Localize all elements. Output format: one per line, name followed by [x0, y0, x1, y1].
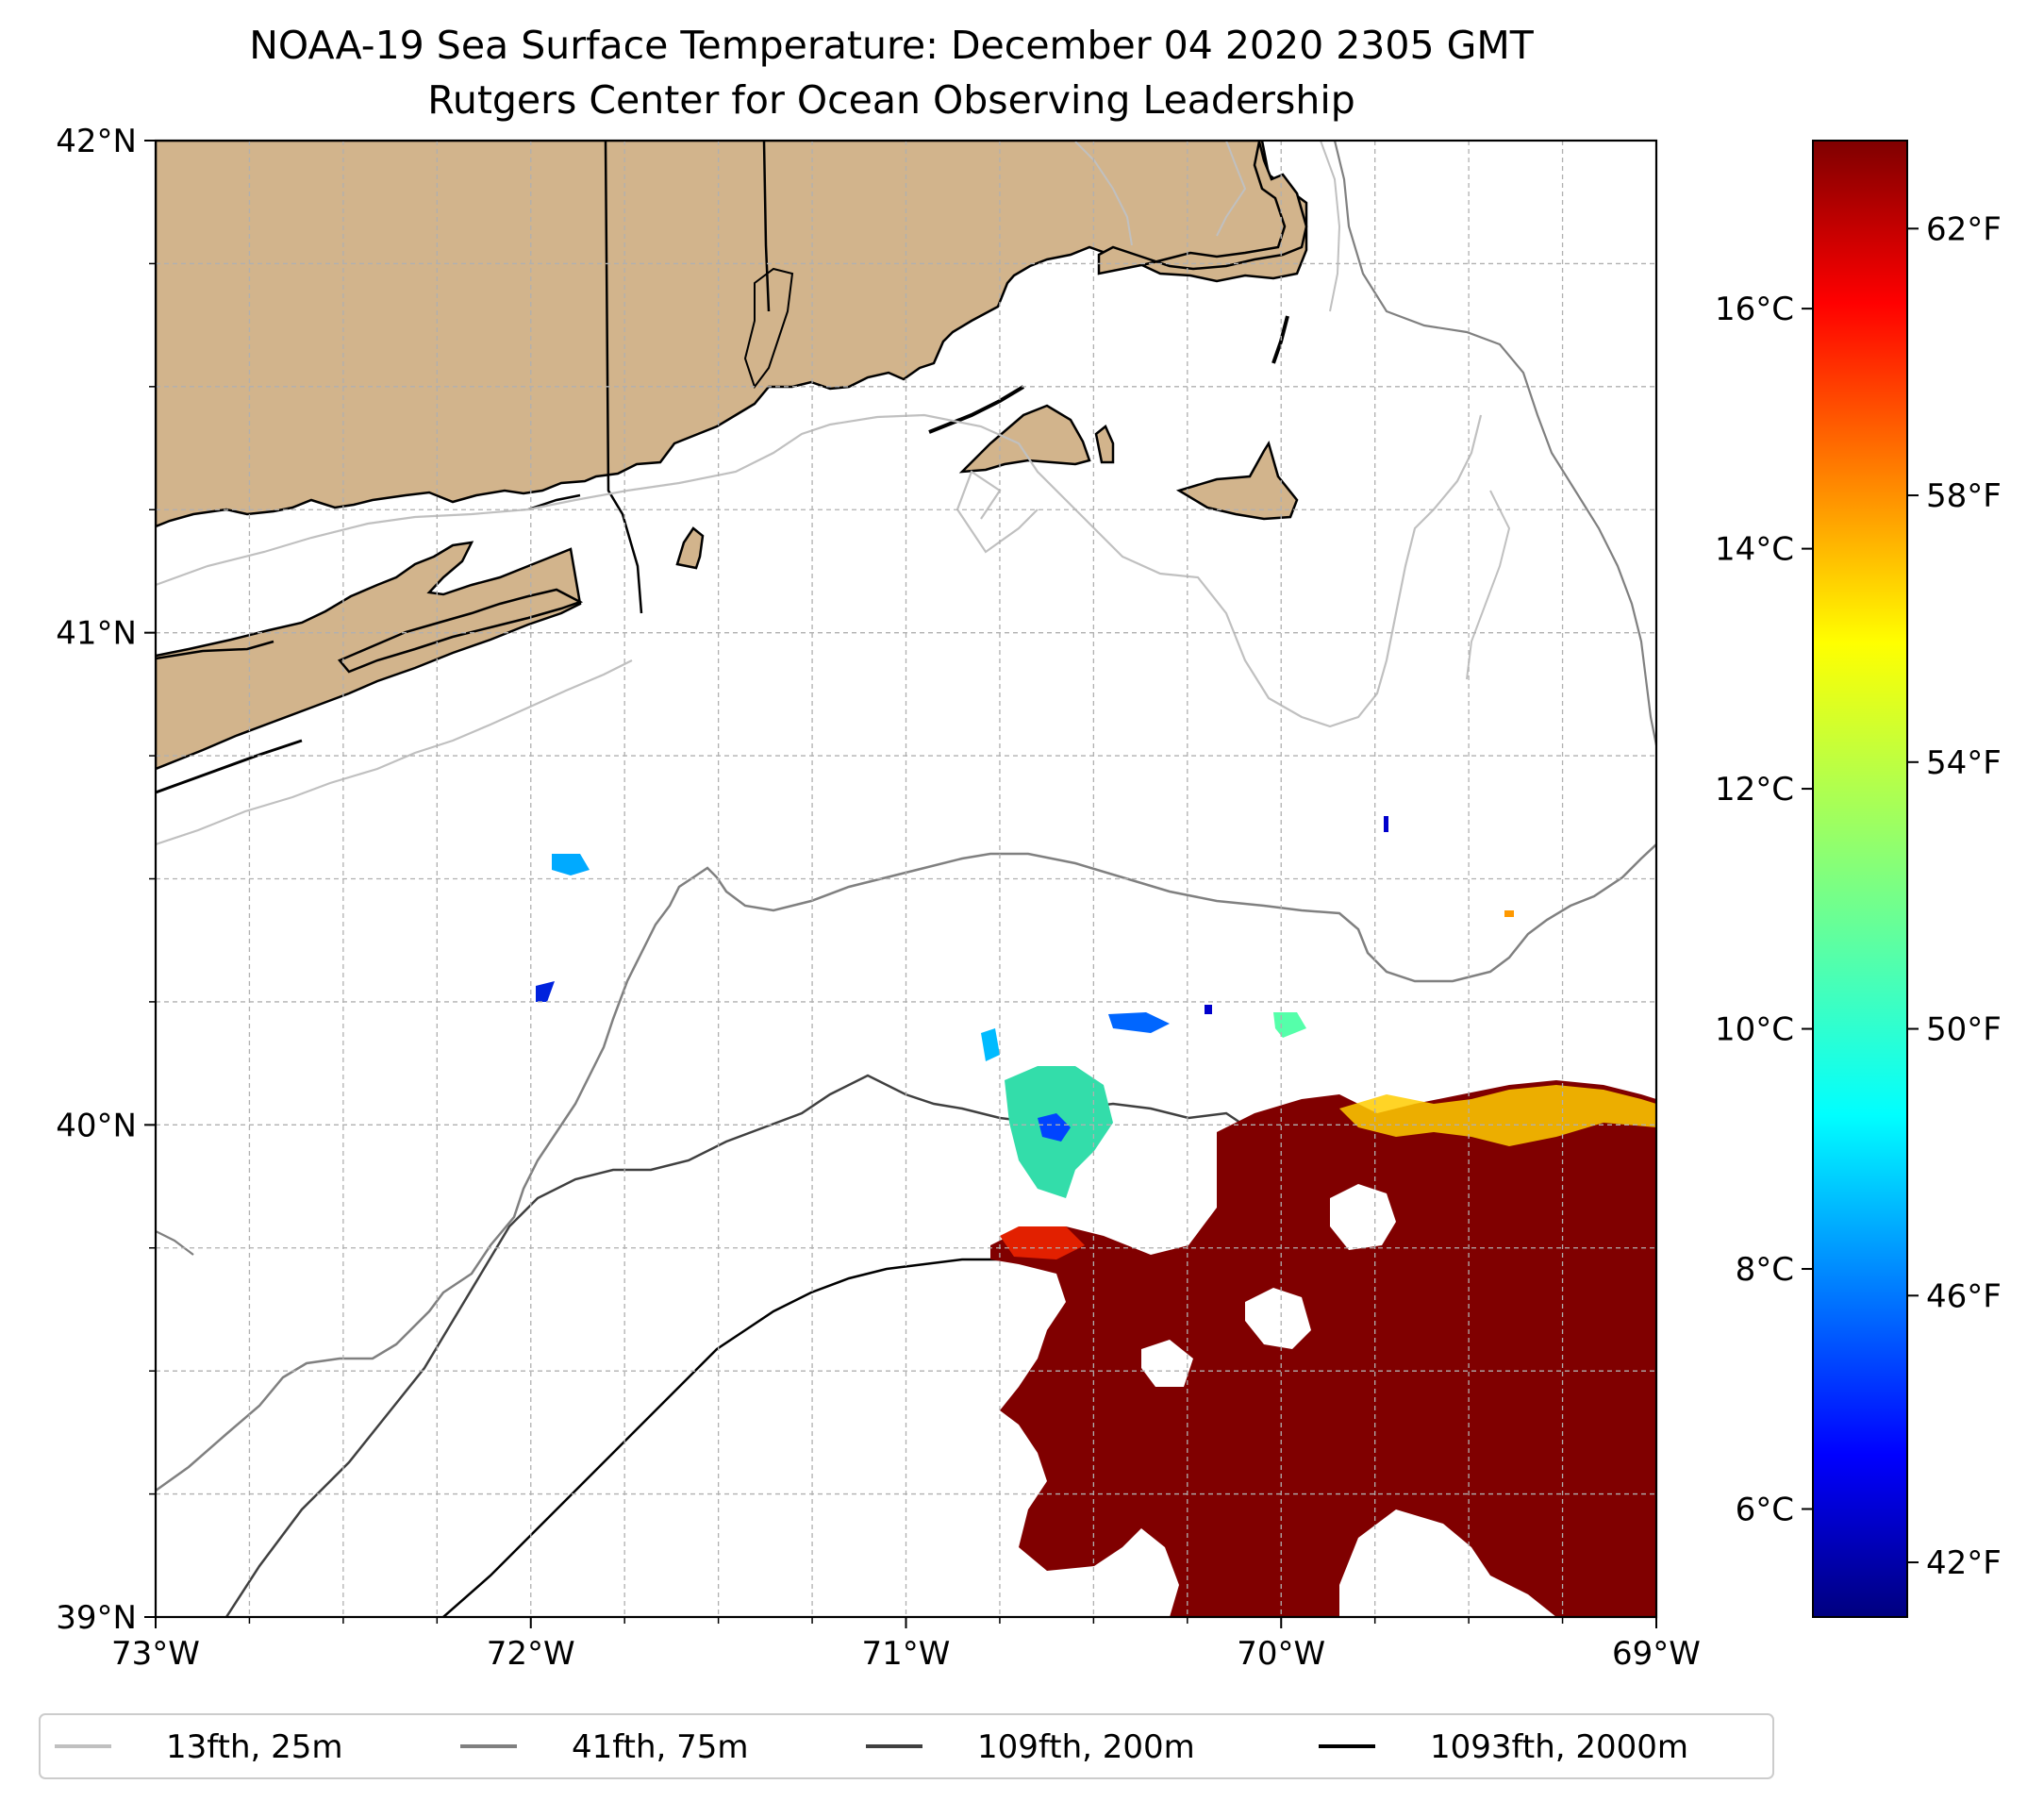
land-fisher-island [527, 493, 581, 511]
land-state-border-1 [604, 141, 643, 614]
sst-patch-2 [536, 981, 555, 1002]
sst-patch-main [990, 1080, 1656, 1617]
isobath-25m-b [156, 659, 633, 846]
sst-patch-red-1 [1000, 1226, 1085, 1259]
isobath-25m-f [1320, 141, 1341, 312]
colorbar-label-f: 42°F [1926, 1544, 2002, 1582]
isobath-25m-g [1466, 490, 1511, 680]
tick-label-lon: 71°W [862, 1635, 951, 1673]
colorbar-label-f: 54°F [1926, 744, 2002, 782]
sst-patch-yellow-1 [1339, 1085, 1656, 1146]
colorbar-label-c: 8°C [1736, 1251, 1794, 1289]
sst-patch-6 [1384, 816, 1388, 832]
colorbar-label-f: 62°F [1926, 210, 2002, 248]
sst-patch-8 [1205, 1005, 1212, 1014]
land-state-border-2 [762, 141, 771, 312]
sst-hole-3 [1141, 1340, 1193, 1387]
colorbar-label-f: 46°F [1926, 1277, 2002, 1315]
colorbar: 6°C 8°C 10°C 12°C 14°C 16°C 42°F 46°F 50°F 54°F 58… [1715, 140, 2002, 1618]
colorbar-label-f: 50°F [1926, 1011, 2002, 1049]
sst-patch-1 [552, 854, 590, 875]
figure-title: NOAA-19 Sea Surface Temperature: Decembe… [249, 23, 1534, 68]
colorbar-gradient [1813, 141, 1907, 1617]
isobath-25m-d [1074, 141, 1133, 246]
land-block-island [675, 526, 705, 570]
tick-label-lat: 41°N [56, 615, 137, 653]
legend-label: 13fth, 25m [166, 1728, 343, 1766]
sst-patch-south [1207, 1594, 1330, 1617]
figure-subtitle: Rutgers Center for Ocean Observing Leade… [427, 77, 1355, 123]
land-long-island-north-fork [337, 588, 584, 674]
tick-label-lat: 42°N [56, 123, 137, 160]
sst-patch-7 [1504, 910, 1514, 917]
tick-label-lon: 70°W [1237, 1635, 1325, 1673]
tick-label-lon: 69°W [1612, 1635, 1701, 1673]
sst-patch-cool-1-core [1038, 1113, 1071, 1142]
colorbar-label-c: 12°C [1715, 771, 1794, 809]
legend-label: 109fth, 200m [977, 1728, 1195, 1766]
isobath-25m [156, 413, 1483, 728]
tick-label-lat: 40°N [56, 1107, 137, 1144]
colorbar-frame [1812, 140, 1908, 1618]
land-nantucket [1175, 440, 1299, 521]
colorbar-label-c: 10°C [1715, 1011, 1794, 1049]
map-tick-labels: 73°W 72°W 71°W 70°W 69°W 39°N 40°N 41°N 42°N [56, 123, 1701, 1673]
sst-warm-patches [536, 816, 1656, 1617]
legend-items: 13fth, 25m 41fth, 75m 109fth, 200m 1093fth,… [55, 1728, 1688, 1766]
land-long-island-south-shore [156, 739, 303, 794]
map-gridlines [149, 141, 1656, 1624]
legend-label: 41fth, 75m [572, 1728, 749, 1766]
land-new-england [156, 141, 1308, 528]
legend-label: 1093fth, 2000m [1430, 1728, 1688, 1766]
isobath-75m [156, 843, 1656, 1492]
isobath-25m-e [1216, 141, 1247, 237]
land-monomoy [1271, 315, 1289, 364]
isobath-75m-west [156, 1230, 194, 1256]
colorbar-label-c: 16°C [1715, 291, 1794, 328]
colorbar-label-c: 6°C [1736, 1491, 1794, 1528]
tick-label-lat: 39°N [56, 1599, 137, 1637]
sst-patch-5 [981, 1028, 1000, 1061]
isobath-75m-north [1333, 141, 1656, 746]
land-elizabeth-islands [928, 385, 1025, 434]
colorbar-label-c: 14°C [1715, 531, 1794, 569]
legend: 13fth, 25m 41fth, 75m 109fth, 200m 1093fth,… [39, 1713, 1774, 1779]
land-bay-island [743, 267, 794, 390]
tick-label-lon: 72°W [487, 1635, 575, 1673]
land-marthas-vineyard [958, 404, 1091, 474]
land-chappaquiddick [1094, 425, 1115, 464]
sst-hole-2 [1245, 1288, 1311, 1349]
colorbar-label-f: 58°F [1926, 477, 2002, 515]
sst-patch-3 [1108, 1012, 1170, 1033]
tick-label-lon: 73°W [111, 1635, 200, 1673]
land-ct-coast-line [156, 640, 274, 660]
land-cape-cod [1097, 141, 1308, 275]
sst-hole-1 [1330, 1184, 1396, 1250]
colorbar-ticks: 6°C 8°C 10°C 12°C 14°C 16°C 42°F 46°F 50°F 54°F 58… [1715, 210, 2002, 1582]
